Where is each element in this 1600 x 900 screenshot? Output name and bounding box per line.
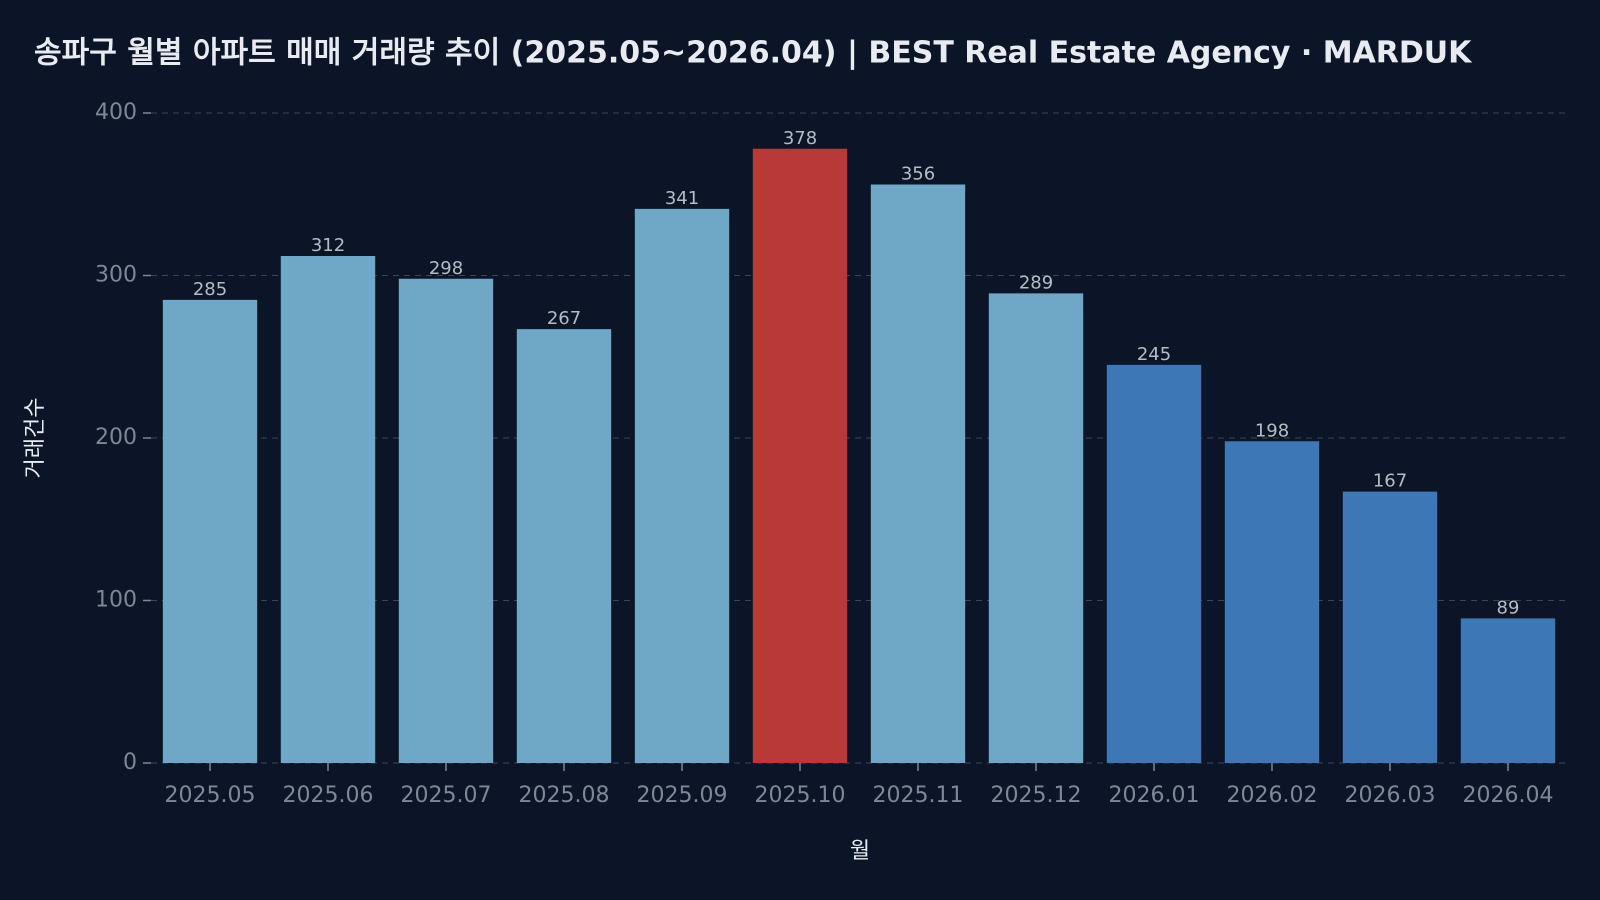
x-tick-label: 2026.04 bbox=[1463, 783, 1554, 808]
x-tick-label: 2025.05 bbox=[165, 783, 256, 808]
y-axis-label: 거래건수 bbox=[23, 398, 48, 479]
x-tick-label: 2025.09 bbox=[637, 783, 728, 808]
value-label: 89 bbox=[1497, 597, 1520, 618]
y-tick-label: 400 bbox=[95, 100, 137, 125]
bar bbox=[1342, 491, 1438, 763]
value-label: 378 bbox=[783, 128, 817, 149]
bar bbox=[1106, 364, 1202, 763]
bar bbox=[988, 293, 1084, 763]
x-tick-label: 2025.11 bbox=[873, 783, 964, 808]
value-label: 167 bbox=[1373, 471, 1407, 492]
y-tick-label: 200 bbox=[95, 425, 137, 450]
value-label: 285 bbox=[193, 279, 227, 300]
value-label: 341 bbox=[665, 188, 699, 209]
value-label: 312 bbox=[311, 235, 345, 256]
chart-title: 송파구 월별 아파트 매매 거래량 추이 (2025.05~2026.04) |… bbox=[34, 36, 1473, 71]
y-tick-label: 0 bbox=[123, 750, 137, 775]
y-tick-label: 100 bbox=[95, 588, 137, 613]
bar bbox=[516, 329, 612, 763]
x-tick-label: 2026.01 bbox=[1109, 783, 1200, 808]
bar bbox=[634, 208, 730, 763]
value-label: 198 bbox=[1255, 420, 1289, 441]
x-axis-label: 월 bbox=[850, 839, 870, 864]
value-label: 245 bbox=[1137, 344, 1171, 365]
x-tick-label: 2025.12 bbox=[991, 783, 1082, 808]
x-tick-label: 2025.07 bbox=[401, 783, 492, 808]
bar bbox=[280, 256, 376, 763]
value-label: 298 bbox=[429, 258, 463, 279]
bar bbox=[870, 184, 966, 763]
bar bbox=[398, 278, 494, 763]
x-tick-label: 2025.06 bbox=[283, 783, 374, 808]
bar bbox=[752, 148, 848, 763]
value-label: 356 bbox=[901, 164, 935, 185]
bar bbox=[1224, 441, 1320, 763]
x-tick-label: 2026.03 bbox=[1345, 783, 1436, 808]
x-tick-label: 2026.02 bbox=[1227, 783, 1318, 808]
bar bbox=[1460, 618, 1556, 763]
value-label: 289 bbox=[1019, 272, 1053, 293]
x-tick-label: 2025.10 bbox=[755, 783, 846, 808]
x-tick-label: 2025.08 bbox=[519, 783, 610, 808]
y-tick-label: 300 bbox=[95, 263, 137, 288]
value-label: 267 bbox=[547, 308, 581, 329]
bar bbox=[162, 299, 258, 763]
